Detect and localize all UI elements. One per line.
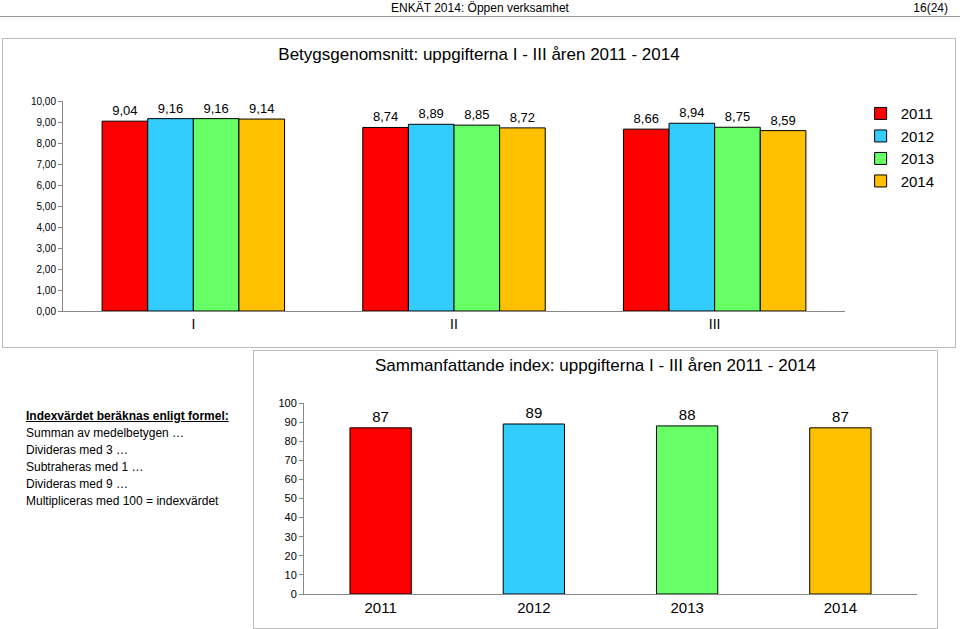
svg-text:9,16: 9,16 (158, 101, 183, 116)
svg-text:2011: 2011 (901, 105, 933, 122)
html-text:Divideras med 3 …: Divideras med 3 … (26, 443, 128, 457)
svg-text:8,94: 8,94 (679, 105, 704, 120)
svg-text:60: 60 (285, 473, 297, 485)
svg-text:9,14: 9,14 (249, 101, 274, 116)
svg-text:5,00: 5,00 (37, 201, 57, 212)
svg-text:8,59: 8,59 (770, 113, 795, 128)
svg-text:88: 88 (679, 406, 696, 423)
html-text:Summan av medelbetygen …: Summan av medelbetygen … (26, 426, 185, 440)
svg-text:10: 10 (285, 569, 297, 581)
svg-text:80: 80 (285, 435, 297, 447)
svg-text:87: 87 (372, 408, 389, 425)
svg-text:20: 20 (285, 550, 297, 562)
svg-text:70: 70 (285, 454, 297, 466)
svg-text:100: 100 (278, 397, 296, 409)
svg-text:6,00: 6,00 (37, 180, 57, 191)
svg-text:8,72: 8,72 (510, 110, 535, 125)
svg-text:2011: 2011 (364, 599, 396, 616)
html-text:16(24): 16(24) (913, 1, 948, 15)
svg-text:9,00: 9,00 (37, 117, 57, 128)
svg-text:0: 0 (291, 588, 297, 600)
svg-text:50: 50 (285, 492, 297, 504)
svg-text:89: 89 (526, 404, 543, 421)
svg-text:I: I (191, 316, 195, 332)
svg-text:8,66: 8,66 (634, 111, 659, 126)
svg-text:0,00: 0,00 (37, 306, 57, 317)
svg-text:90: 90 (285, 416, 297, 428)
svg-text:2013: 2013 (901, 150, 934, 167)
svg-text:2012: 2012 (901, 128, 934, 145)
svg-text:9,16: 9,16 (203, 101, 228, 116)
svg-text:8,75: 8,75 (725, 109, 750, 124)
svg-text:7,00: 7,00 (37, 159, 57, 170)
svg-text:III: III (709, 316, 721, 332)
svg-text:8,00: 8,00 (37, 138, 57, 149)
svg-text:2012: 2012 (517, 599, 550, 616)
svg-text:2,00: 2,00 (37, 264, 57, 275)
svg-text:30: 30 (285, 531, 297, 543)
html-text:ENKÄT 2014: Öppen verksamhet: ENKÄT 2014: Öppen verksamhet (391, 1, 569, 15)
svg-text:3,00: 3,00 (37, 243, 57, 254)
html-text:Divideras med 9 …: Divideras med 9 … (26, 477, 128, 491)
svg-text:8,89: 8,89 (419, 106, 444, 121)
svg-text:2014: 2014 (901, 173, 934, 190)
svg-text:10,00: 10,00 (31, 96, 56, 107)
svg-text:II: II (450, 316, 458, 332)
svg-text:2013: 2013 (670, 599, 703, 616)
svg-text:8,85: 8,85 (464, 107, 489, 122)
svg-text:Betygsgenomsnitt: uppgifterna: Betygsgenomsnitt: uppgifterna I - III år… (278, 45, 679, 64)
svg-text:4,00: 4,00 (37, 222, 57, 233)
svg-text:8,74: 8,74 (373, 109, 398, 124)
svg-text:9,04: 9,04 (112, 103, 137, 118)
svg-text:87: 87 (832, 408, 849, 425)
svg-text:40: 40 (285, 511, 297, 523)
svg-text:2014: 2014 (824, 599, 857, 616)
svg-text:Sammanfattande index: uppgifte: Sammanfattande index: uppgifterna I - II… (375, 356, 816, 375)
html-text:Subtraheras med 1 …: Subtraheras med 1 … (26, 460, 144, 474)
html-text:Multipliceras med 100 = indexv: Multipliceras med 100 = indexvärdet (26, 494, 219, 508)
html-text:Indexvärdet beräknas enligt fo: Indexvärdet beräknas enligt formel: (26, 409, 229, 423)
svg-text:1,00: 1,00 (37, 285, 57, 296)
